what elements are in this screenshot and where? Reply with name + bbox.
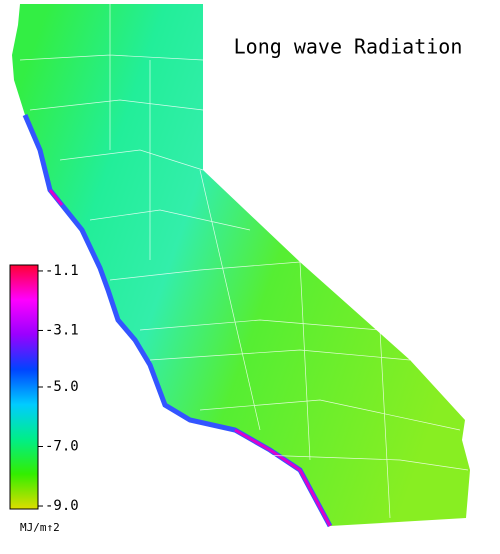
state-area [12, 4, 470, 526]
colorbar: MJ/m↑2 -1.1 -3.1 -5.0 -7.0 -9.0 [9, 263, 79, 534]
colorbar-unit: MJ/m↑2 [20, 521, 60, 534]
map-title: Long wave Radiation [234, 35, 463, 59]
colorbar-tick-label: -5.0 [45, 379, 79, 395]
colorbar-tick-label: -7.0 [45, 439, 79, 455]
colorbar-ramp [9, 264, 39, 510]
colorbar-tick-label: -1.1 [45, 263, 79, 279]
colorbar-tick-label: -9.0 [45, 498, 79, 514]
coast-highlight [48, 189, 332, 527]
california-map [12, 4, 470, 528]
county-lines [19, 4, 469, 519]
colorbar-tick-label: -3.1 [45, 322, 79, 338]
